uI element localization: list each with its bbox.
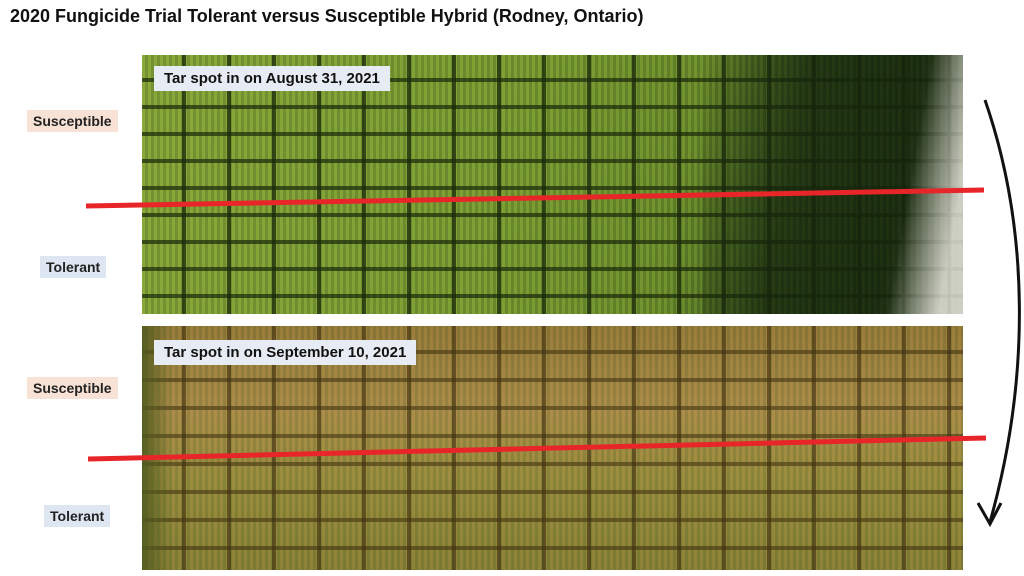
date-label-september: Tar spot in on September 10, 2021 — [154, 340, 417, 365]
susceptible-label-1: Susceptible — [27, 110, 118, 132]
tolerant-label-1: Tolerant — [40, 256, 107, 278]
slide-title: 2020 Fungicide Trial Tolerant versus Sus… — [10, 6, 644, 26]
aerial-photo-august — [142, 55, 963, 314]
divider-line-1 — [85, 187, 985, 209]
divider-line-2 — [87, 435, 987, 462]
time-arrow-head-icon — [976, 502, 1003, 528]
tree-shadow — [702, 55, 963, 314]
susceptible-label-2: Susceptible — [27, 377, 118, 399]
time-arrow — [983, 99, 1021, 523]
date-label-august: Tar spot in on August 31, 2021 — [154, 66, 390, 91]
field-edge — [142, 326, 172, 570]
tolerant-label-2: Tolerant — [44, 505, 111, 527]
